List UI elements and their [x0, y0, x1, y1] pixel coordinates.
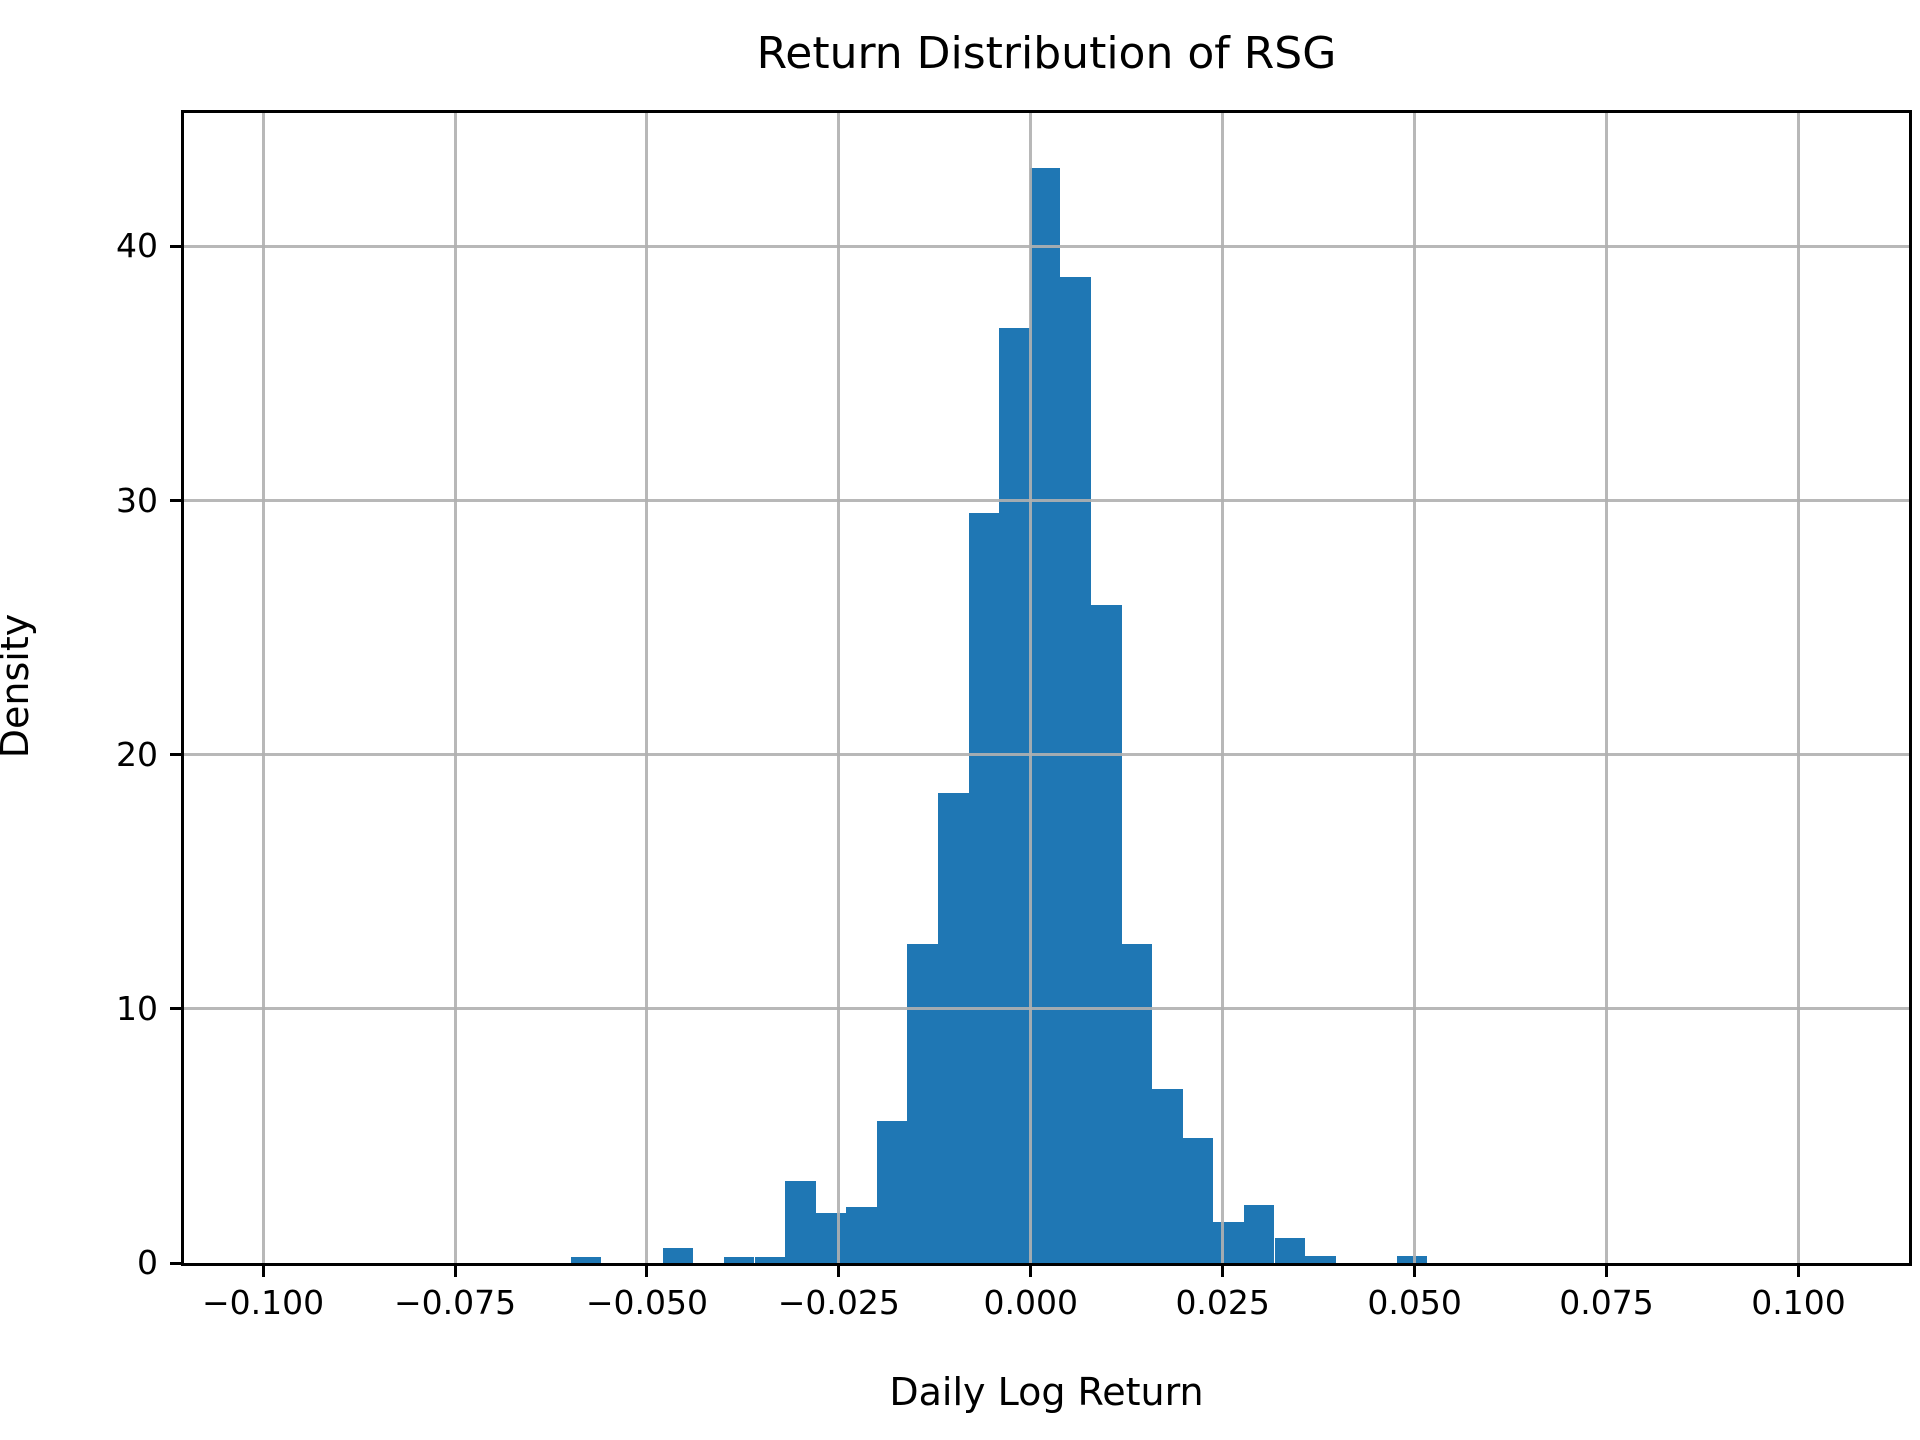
x-tick-mark: [837, 1265, 841, 1277]
x-tick-mark: [261, 1265, 265, 1277]
x-tick-label: 0.025: [1175, 1283, 1270, 1322]
x-tick-mark: [1605, 1265, 1608, 1277]
y-tick-label: 20: [116, 734, 158, 774]
y-tick-mark: [170, 1261, 182, 1265]
histogram-bar: [1213, 1222, 1244, 1263]
y-tick-label: 40: [116, 226, 158, 266]
y-axis-label: Density: [0, 613, 37, 759]
x-tick-mark: [1221, 1265, 1225, 1277]
histogram-bar: [1396, 1255, 1428, 1263]
histogram-bar: [662, 1247, 694, 1263]
x-tick-label: −0.075: [393, 1283, 517, 1322]
histogram-bar: [1121, 944, 1153, 1263]
gridline-vertical: [261, 113, 265, 1263]
x-tick-label: 0.100: [1751, 1283, 1846, 1322]
x-tick-mark: [1029, 1265, 1033, 1277]
histogram-bar: [1029, 167, 1061, 1263]
y-tick-mark: [170, 499, 182, 503]
histogram-bar: [754, 1257, 786, 1263]
chart-title: Return Distribution of RSG: [756, 28, 1337, 79]
histogram-bar: [938, 792, 969, 1263]
gridline-horizontal: [184, 1007, 1909, 1011]
y-tick-label: 10: [116, 988, 158, 1028]
y-tick-mark: [170, 753, 182, 757]
x-tick-label: −0.025: [777, 1283, 900, 1322]
y-tick-mark: [170, 1007, 182, 1011]
y-tick-label: 30: [116, 480, 158, 520]
gridline-vertical: [1605, 113, 1608, 1263]
histogram-bar: [846, 1207, 877, 1263]
histogram-bar: [1060, 276, 1091, 1263]
x-tick-mark: [453, 1265, 457, 1277]
histogram-bar: [1274, 1238, 1306, 1263]
histogram-bar: [570, 1256, 602, 1263]
gridline-horizontal: [184, 244, 1909, 248]
histogram-bar: [968, 513, 1000, 1263]
histogram-bar: [1243, 1205, 1275, 1263]
plot-area: [184, 113, 1909, 1263]
histogram-bar: [1091, 604, 1122, 1263]
histogram-bar: [1305, 1256, 1336, 1263]
x-tick-label: −0.050: [585, 1283, 708, 1322]
y-tick-label: 0: [137, 1243, 158, 1282]
gridline-horizontal: [184, 499, 1909, 503]
x-tick-label: −0.100: [202, 1283, 325, 1322]
x-tick-mark: [645, 1265, 649, 1277]
x-tick-mark: [1413, 1265, 1417, 1277]
x-tick-label: 0.000: [983, 1283, 1079, 1322]
histogram-bar: [999, 327, 1030, 1263]
histogram-bar: [1152, 1089, 1183, 1263]
gridline-vertical: [1029, 113, 1033, 1263]
histogram-bar: [907, 944, 938, 1263]
x-tick-label: 0.075: [1559, 1283, 1654, 1322]
gridline-vertical: [1221, 113, 1225, 1263]
gridline-horizontal: [184, 753, 1909, 757]
x-axis-label: Daily Log Return: [889, 1370, 1204, 1414]
y-tick-mark: [170, 244, 182, 248]
histogram-bar: [723, 1257, 755, 1263]
histogram-bar: [785, 1180, 816, 1263]
gridline-vertical: [1413, 113, 1417, 1263]
histogram-bar: [815, 1212, 847, 1263]
gridline-vertical: [837, 113, 841, 1263]
gridline-vertical: [453, 113, 457, 1263]
x-tick-label: 0.050: [1367, 1283, 1462, 1322]
x-tick-mark: [1797, 1265, 1800, 1277]
gridline-vertical: [1797, 113, 1800, 1263]
histogram-bar: [1182, 1137, 1214, 1263]
histogram-bar: [876, 1121, 908, 1263]
gridline-vertical: [645, 113, 649, 1263]
